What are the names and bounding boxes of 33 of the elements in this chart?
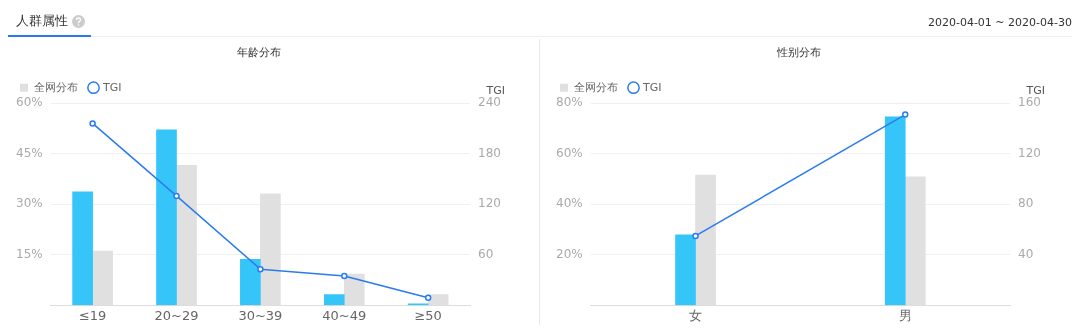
x-tick-label: 女 (689, 307, 703, 323)
x-tick-label: ≥50 (414, 307, 442, 323)
x-tick-label: ≤19 (78, 307, 107, 323)
chart-title: 年龄分布 (236, 46, 281, 60)
legend-label: TGI (102, 80, 122, 94)
y2-tick-label: 180 (478, 145, 501, 160)
x-tick-label: 30~39 (238, 307, 283, 323)
text: 2020-04-01 ~ 2020-04-30 (927, 15, 1072, 29)
y2-axis-title: TGI (1025, 84, 1045, 98)
y2-axis-title: TGI (485, 84, 505, 98)
y-tick-label: 80% (556, 95, 583, 110)
y-tick-label: 40% (556, 196, 583, 211)
text: 人群属性 (16, 12, 68, 30)
y2-tick-label: 160 (1018, 95, 1041, 110)
y2-tick-label: 40 (1018, 246, 1034, 261)
y2-tick-label: 120 (478, 196, 501, 211)
x-tick-label: 男 (898, 307, 912, 323)
legend-label: TGI (642, 80, 662, 94)
y-tick-label: 45% (16, 145, 43, 160)
x-tick-label: 20~29 (154, 307, 199, 323)
legend-label: 全网分布 (33, 80, 78, 94)
chart-title: 性别分布 (775, 46, 821, 60)
y2-tick-label: 60 (478, 246, 494, 261)
y2-tick-label: 240 (478, 95, 501, 110)
y-tick-label: 30% (16, 196, 43, 211)
legend-label: 全网分布 (573, 80, 618, 94)
y-tick-label: 60% (16, 95, 43, 110)
y-tick-label: 15% (16, 246, 43, 261)
y-tick-label: 20% (556, 246, 583, 261)
y2-tick-label: 120 (1018, 145, 1041, 160)
x-tick-label: 40~49 (322, 307, 367, 323)
y-tick-label: 60% (556, 145, 583, 160)
y2-tick-label: 80 (1018, 196, 1034, 211)
